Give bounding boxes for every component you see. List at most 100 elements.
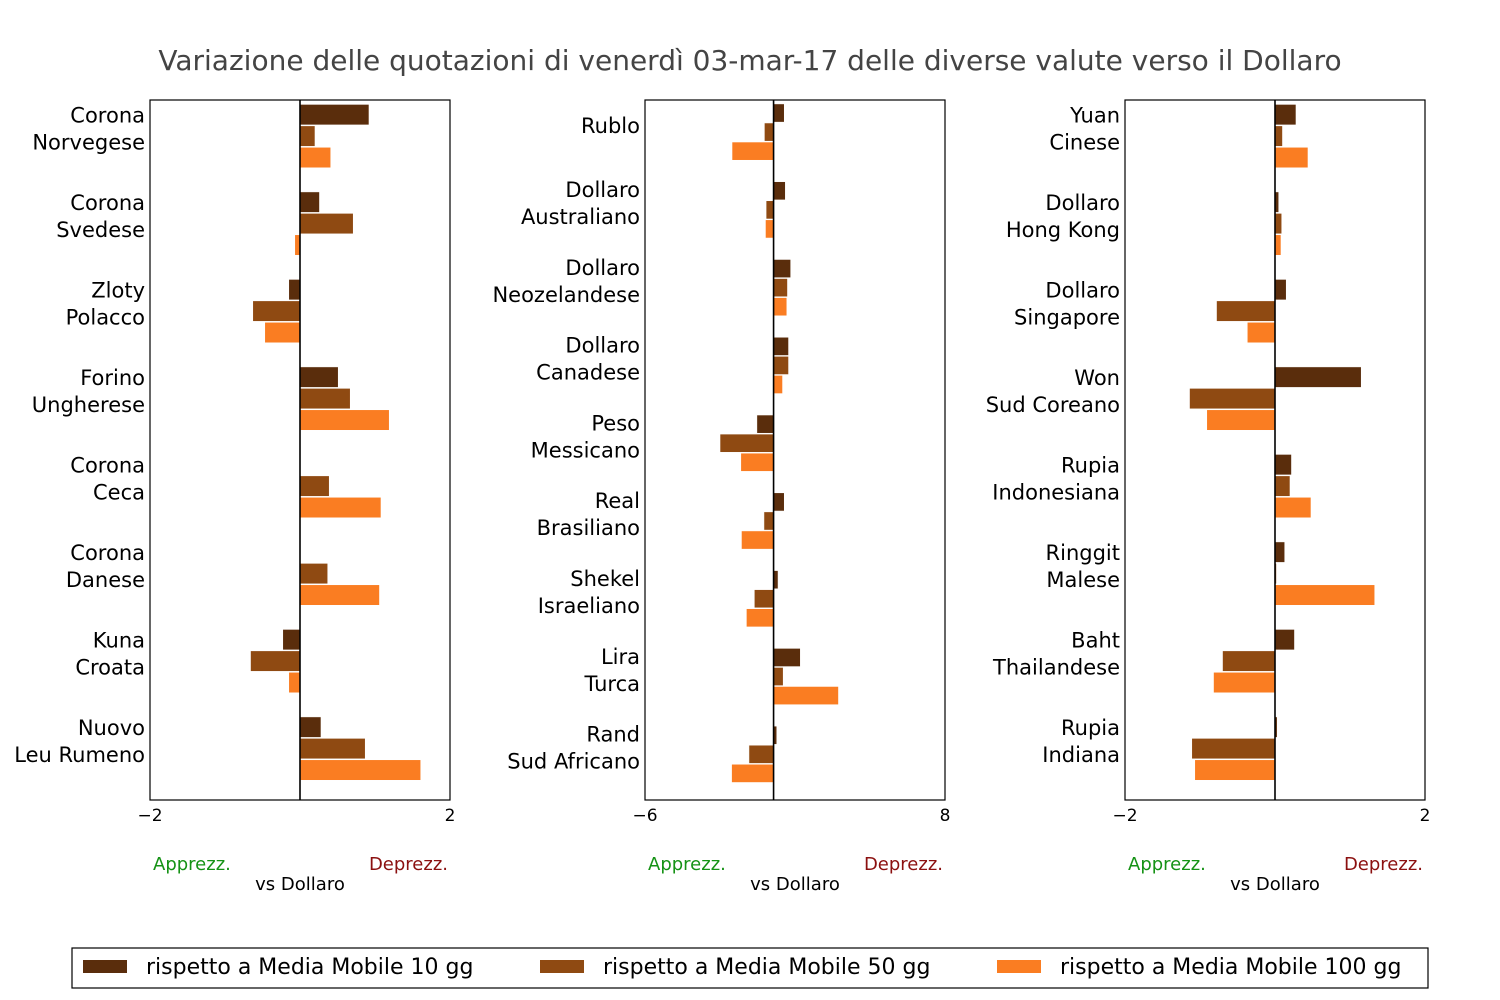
bar-2-cat-7 xyxy=(250,650,301,672)
bar-1-cat-7 xyxy=(282,629,301,651)
bar-1-cat-8 xyxy=(773,648,801,667)
bar-1-cat-2 xyxy=(299,191,320,213)
category-label: Corona Danese xyxy=(66,541,145,592)
chart-panel-2: Rublo Dollaro Australiano Dollaro Neozelande… xyxy=(492,99,951,895)
x-axis-label: vs Dollaro xyxy=(1230,874,1320,895)
bar-3-cat-6 xyxy=(299,584,380,606)
bar-3-cat-5 xyxy=(1274,496,1312,519)
legend-swatch-3 xyxy=(997,960,1041,973)
bar-2-cat-8 xyxy=(1191,738,1276,760)
bar-2-cat-4 xyxy=(1189,388,1276,410)
bar-2-cat-3 xyxy=(773,278,788,298)
bar-2-cat-4 xyxy=(773,355,789,375)
bar-3-cat-7 xyxy=(1213,671,1276,694)
bar-1-cat-6 xyxy=(1274,541,1286,563)
category-label: Shekel Israeliano xyxy=(538,567,640,618)
bar-2-cat-1 xyxy=(299,125,316,147)
bar-3-cat-5 xyxy=(740,452,774,472)
bar-1-cat-4 xyxy=(1274,366,1362,388)
bar-3-cat-2 xyxy=(765,219,774,239)
category-label: Rublo xyxy=(581,114,640,138)
bar-3-cat-1 xyxy=(731,141,774,161)
bar-3-cat-8 xyxy=(299,759,422,781)
bar-2-cat-8 xyxy=(773,667,784,686)
bar-3-cat-5 xyxy=(299,496,382,519)
category-label: Forino Ungherese xyxy=(32,366,145,417)
legend: rispetto a Media Mobile 10 gg rispetto a … xyxy=(71,947,1429,989)
category-label: Corona Norvegese xyxy=(32,103,145,154)
x-tick-label: 2 xyxy=(445,806,456,826)
x-tick-label: 2 xyxy=(1420,806,1431,826)
bar-1-cat-1 xyxy=(1274,104,1297,126)
bar-2-cat-1 xyxy=(764,122,774,142)
bar-3-cat-3 xyxy=(1246,321,1276,344)
bar-2-cat-6 xyxy=(299,563,329,585)
legend-label-3: rispetto a Media Mobile 100 gg xyxy=(1060,955,1401,980)
category-label: Dollaro Neozelandese xyxy=(492,256,640,307)
deprezz-label: Deprezz. xyxy=(369,854,448,875)
bar-2-cat-3 xyxy=(252,300,301,322)
category-label: Zloty Polacco xyxy=(66,278,145,329)
category-label: Baht Thailandese xyxy=(992,628,1120,679)
bar-1-cat-2 xyxy=(773,181,786,201)
bar-2-cat-8 xyxy=(299,738,366,760)
category-label: Corona Ceca xyxy=(70,453,145,504)
bar-1-cat-1 xyxy=(773,103,785,123)
category-label: Nuovo Leu Rumeno xyxy=(14,716,145,767)
category-label: Peso Messicano xyxy=(531,411,640,462)
bar-2-cat-5 xyxy=(299,475,330,497)
bar-1-cat-3 xyxy=(1274,279,1287,301)
category-label: Yuan Cinese xyxy=(1049,103,1120,154)
category-label: Dollaro Singapore xyxy=(1014,278,1120,329)
bar-2-cat-2 xyxy=(765,200,774,220)
bar-2-cat-2 xyxy=(1274,213,1283,235)
bar-3-cat-2 xyxy=(1274,234,1282,256)
legend-swatch-1 xyxy=(83,960,127,973)
bar-3-cat-3 xyxy=(264,321,301,344)
deprezz-label: Deprezz. xyxy=(1344,854,1423,875)
bar-3-cat-8 xyxy=(773,686,839,706)
category-label: Dollaro Hong Kong xyxy=(1006,191,1120,242)
category-label: Dollaro Canadese xyxy=(536,334,640,385)
bar-3-cat-4 xyxy=(773,375,783,394)
bar-2-cat-7 xyxy=(753,589,774,609)
x-tick-label: −2 xyxy=(137,806,162,826)
category-label: Lira Turca xyxy=(583,645,640,696)
bar-1-cat-1 xyxy=(299,104,370,126)
bar-3-cat-9 xyxy=(731,763,774,783)
bar-1-cat-8 xyxy=(299,716,322,738)
bar-2-cat-6 xyxy=(763,511,774,531)
bar-2-cat-9 xyxy=(748,744,774,764)
bar-1-cat-3 xyxy=(288,279,301,301)
chart-panel-3: Yuan Cinese Dollaro Hong Kong Dollaro Singapo… xyxy=(986,99,1431,895)
category-label: Rupia Indonesiana xyxy=(992,453,1120,504)
category-label: Real Brasiliano xyxy=(537,489,640,540)
bar-3-cat-6 xyxy=(741,530,774,550)
category-label: Dollaro Australiano xyxy=(521,178,640,229)
x-axis-label: vs Dollaro xyxy=(255,874,345,895)
x-tick-label: 8 xyxy=(940,806,951,826)
category-label: Rand Sud Africano xyxy=(507,723,640,774)
bar-3-cat-7 xyxy=(288,671,301,694)
legend-label-1: rispetto a Media Mobile 10 gg xyxy=(146,955,473,980)
bar-2-cat-7 xyxy=(1222,650,1276,672)
plot-frame xyxy=(644,99,946,801)
category-label: Corona Svedese xyxy=(56,191,145,242)
bar-3-cat-6 xyxy=(1274,584,1376,606)
apprezz-label: Apprezz. xyxy=(1128,854,1206,875)
bar-1-cat-7 xyxy=(1274,629,1295,651)
bar-2-cat-3 xyxy=(1216,300,1276,322)
category-label: Rupia Indiana xyxy=(1042,716,1120,767)
bar-2-cat-5 xyxy=(1274,475,1291,497)
x-tick-label: −2 xyxy=(1112,806,1137,826)
bar-3-cat-4 xyxy=(299,409,390,431)
x-axis-label: vs Dollaro xyxy=(750,874,840,895)
bar-2-cat-4 xyxy=(299,388,351,410)
bar-3-cat-1 xyxy=(1274,146,1309,169)
bar-1-cat-5 xyxy=(756,414,774,434)
bar-2-cat-5 xyxy=(719,433,774,453)
bar-1-cat-3 xyxy=(773,259,792,279)
category-label: Kuna Croata xyxy=(75,628,145,679)
legend-frame xyxy=(71,947,1429,989)
